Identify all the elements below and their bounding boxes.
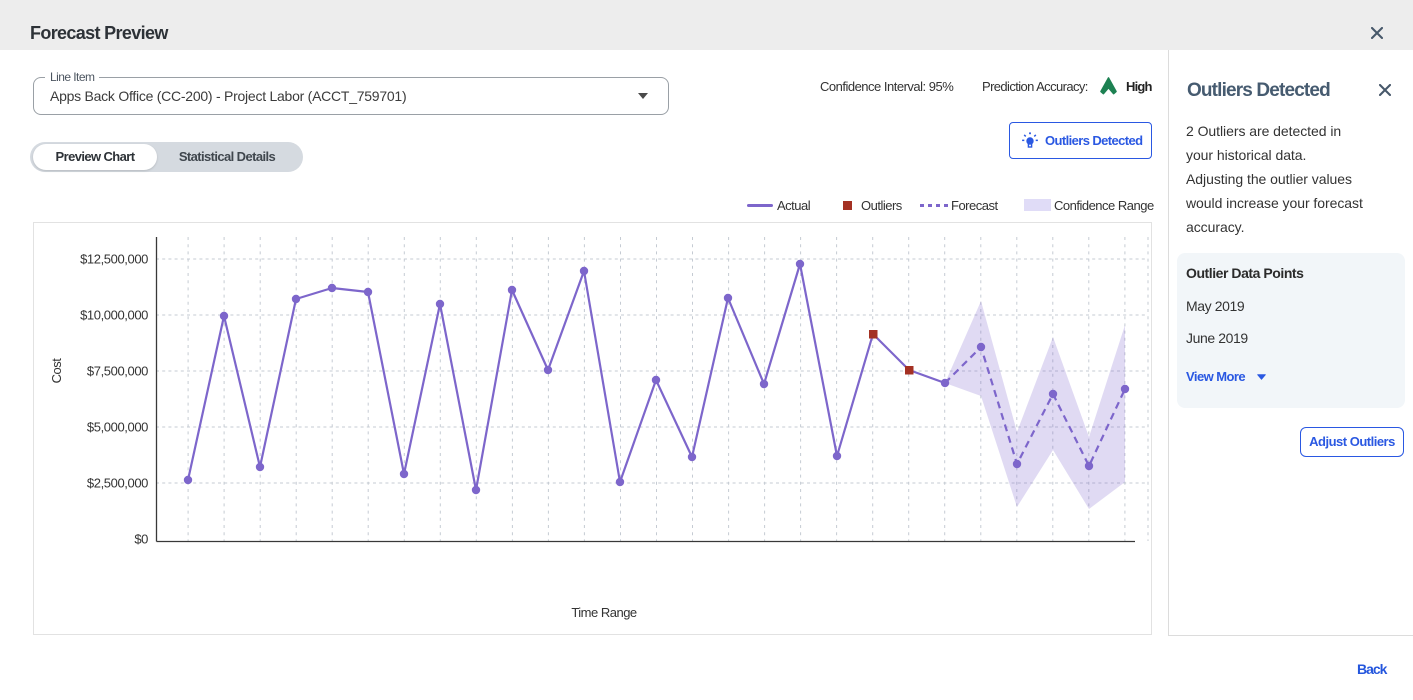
svg-text:$0: $0 <box>134 532 148 547</box>
svg-text:$7,500,000: $7,500,000 <box>87 364 148 379</box>
svg-text:$10,000,000: $10,000,000 <box>80 308 148 323</box>
svg-text:Time Range: Time Range <box>571 605 637 620</box>
svg-text:$2,500,000: $2,500,000 <box>87 476 148 491</box>
svg-text:$5,000,000: $5,000,000 <box>87 420 148 435</box>
svg-text:Cost: Cost <box>49 358 64 384</box>
svg-text:$12,500,000: $12,500,000 <box>80 252 148 267</box>
